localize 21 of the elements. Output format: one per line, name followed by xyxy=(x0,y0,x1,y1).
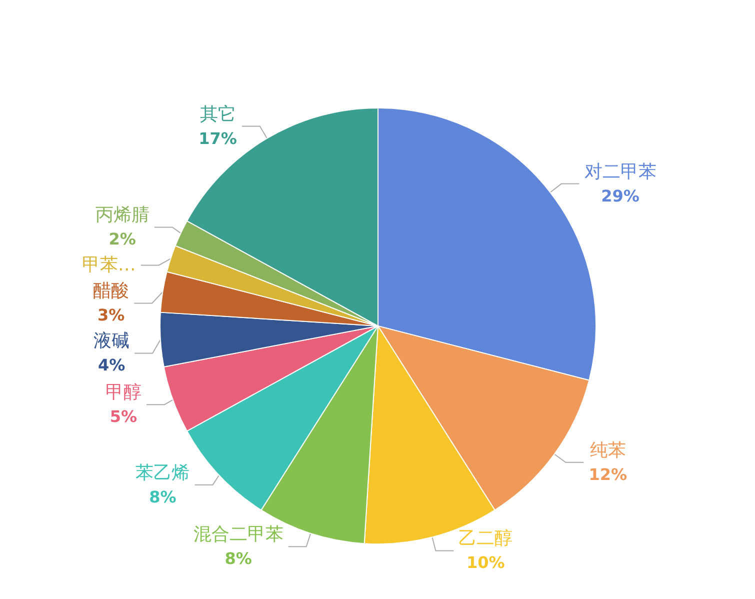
data-label: 12% xyxy=(588,464,627,484)
data-label: 10% xyxy=(466,553,505,572)
data-label: 3% xyxy=(98,306,125,325)
slice-label: 甲醇 xyxy=(106,382,142,404)
slice-label: 甲苯… xyxy=(82,254,136,276)
slice-label: 乙二醇 xyxy=(458,528,513,550)
data-label: 17% xyxy=(198,128,237,148)
slice-label: 丙烯腈 xyxy=(95,204,150,226)
slice-label: 纯苯 xyxy=(590,440,626,461)
slice-label: 其它 xyxy=(200,104,236,125)
data-label: 8% xyxy=(149,487,176,506)
slice-label: 混合二甲苯 xyxy=(193,524,284,546)
slice-label: 苯乙烯 xyxy=(136,462,190,484)
data-label: 2% xyxy=(108,230,136,249)
slice-label: 醋酸 xyxy=(93,280,130,302)
data-label: 5% xyxy=(110,407,138,426)
data-label: 4% xyxy=(98,356,126,375)
data-label: 8% xyxy=(224,549,252,568)
slice-label: 液碱 xyxy=(94,330,130,352)
data-label: 29% xyxy=(601,186,640,206)
slice-label: 对二甲苯 xyxy=(584,161,656,182)
